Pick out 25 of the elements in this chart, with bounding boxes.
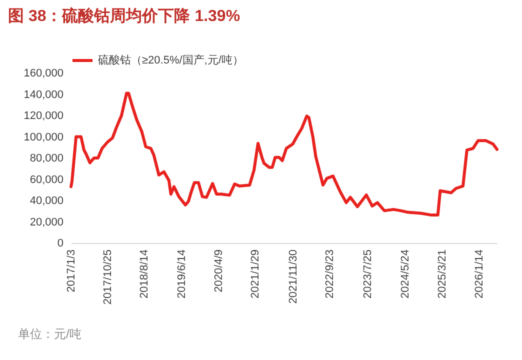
x-tick-label: 2017/10/25 [102, 250, 114, 305]
y-tick-label: 160,000 [24, 68, 64, 80]
x-tick-label: 2021/1/29 [250, 250, 262, 298]
x-tick-label: 2018/8/14 [138, 250, 150, 298]
y-tick-label: 140,000 [24, 88, 64, 101]
x-tick-label: 2020/4/9 [213, 250, 226, 292]
x-tick-label: 2019/6/14 [176, 250, 188, 298]
y-tick-label: 100,000 [24, 131, 64, 144]
x-tick-label: 2021/11/30 [287, 250, 300, 304]
y-tick-label: 80,000 [30, 152, 64, 164]
x-tick-label: 2024/5/24 [399, 250, 412, 298]
x-tick-label: 2023/7/25 [362, 250, 374, 298]
y-tick-label: 60,000 [30, 174, 64, 186]
y-tick-label: 20,000 [30, 216, 64, 228]
text: 单位：元/吨 [18, 326, 82, 343]
chart-title: 图 38：硫酸钴周均价下降 1.39% [8, 6, 240, 27]
x-tick-label: 2026/1/14 [474, 250, 486, 298]
x-tick-label: 2022/9/23 [324, 250, 336, 298]
x-tick-label: 2017/1/3 [66, 250, 78, 292]
line-series [70, 92, 498, 216]
y-tick-label: 0 [57, 238, 64, 250]
y-tick-label: 40,000 [30, 195, 64, 207]
x-tick-label: 2025/3/21 [436, 250, 449, 298]
y-tick-label: 120,000 [24, 110, 64, 122]
legend-label: 硫酸钴（≥20.5%/国产,元/吨） [98, 54, 244, 66]
